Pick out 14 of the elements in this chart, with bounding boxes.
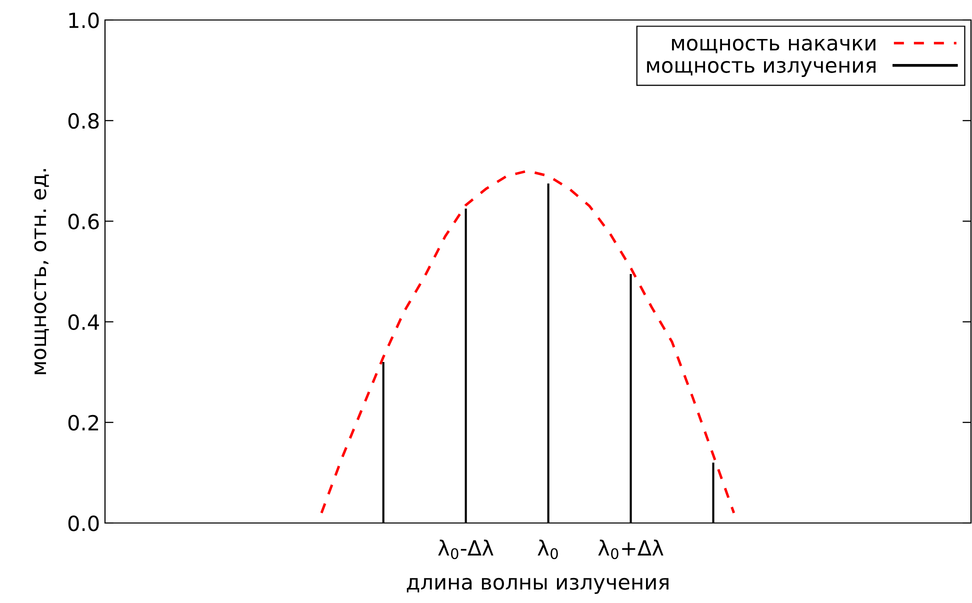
y-tick-label: 0.6: [68, 214, 99, 230]
y-tick-label: 1.0: [69, 12, 99, 28]
y-tick-label: 0.2: [68, 414, 98, 431]
x-tick-label: λ$_{0}$+Δλ: [598, 540, 664, 560]
x-tick-label: λ$_{0}$: [538, 540, 558, 560]
legend-label: мощность накачки: [672, 38, 876, 54]
legend-label: мощность излучения: [647, 60, 876, 77]
x-tick-label: λ$_{0}$-Δλ: [438, 540, 494, 560]
y-tick-label: 0.4: [68, 314, 99, 330]
x-axis-title: длина волны излучения: [406, 578, 668, 594]
line-series: [320, 170, 736, 514]
y-tick-label: 0.8: [68, 113, 99, 129]
y-axis-title: мощность, отн. ед.: [34, 169, 49, 374]
y-tick-label: 0.0: [68, 515, 99, 532]
